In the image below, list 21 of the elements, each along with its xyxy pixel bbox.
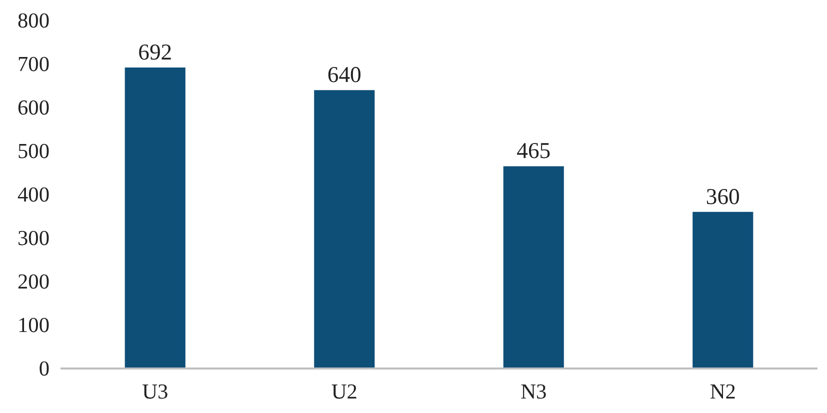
- y-tick-label: 100: [18, 313, 50, 337]
- data-label: 640: [327, 62, 362, 88]
- data-label: 465: [516, 138, 551, 164]
- y-tick-label: 700: [18, 52, 50, 76]
- x-tick-label: N3: [520, 380, 547, 404]
- y-tick-label: 300: [18, 226, 50, 250]
- x-tick-label: U2: [331, 380, 358, 404]
- x-tick-label: U3: [142, 380, 168, 404]
- bar: [692, 212, 754, 368]
- y-tick-label: 800: [18, 8, 50, 32]
- data-label: 692: [138, 39, 172, 64]
- y-tick-label: 400: [18, 182, 50, 206]
- y-tick-label: 600: [18, 96, 50, 120]
- y-tick-label: 0: [38, 356, 50, 380]
- bar: [314, 90, 375, 368]
- bar: [503, 166, 564, 368]
- bar: [124, 67, 186, 368]
- data-label: 360: [706, 184, 740, 209]
- x-tick-label: N2: [710, 380, 736, 404]
- y-tick-label: 200: [18, 270, 50, 294]
- y-tick-label: 500: [18, 139, 50, 163]
